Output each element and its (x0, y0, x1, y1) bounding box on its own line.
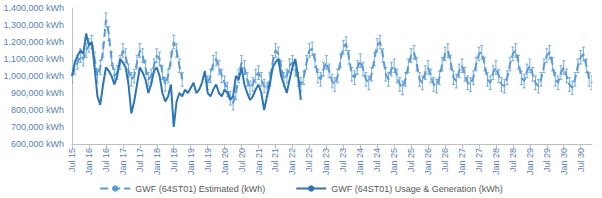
svg-text:Jul 27: Jul 27 (474, 148, 484, 172)
svg-text:Jul 24: Jul 24 (372, 148, 382, 172)
svg-text:GWF (64ST01) Usage & Generatio: GWF (64ST01) Usage & Generation (kWh) (331, 184, 503, 194)
svg-text:1,100,000 kWh: 1,100,000 kWh (3, 54, 64, 64)
svg-text:Jan 29: Jan 29 (525, 148, 535, 175)
svg-text:Jan 26: Jan 26 (423, 148, 433, 175)
svg-text:Jul 22: Jul 22 (304, 148, 314, 172)
svg-text:Jan 23: Jan 23 (321, 148, 331, 175)
svg-text:Jul 18: Jul 18 (169, 148, 179, 172)
svg-text:Jul 26: Jul 26 (440, 148, 450, 172)
svg-text:Jul 20: Jul 20 (237, 148, 247, 172)
svg-text:Jan 17: Jan 17 (118, 148, 128, 175)
svg-text:700,000 kWh: 700,000 kWh (11, 122, 64, 132)
svg-text:1,200,000 kWh: 1,200,000 kWh (3, 37, 64, 47)
svg-text:Jan 27: Jan 27 (457, 148, 467, 175)
svg-text:Jan 28: Jan 28 (491, 148, 501, 175)
svg-text:Jul 19: Jul 19 (203, 148, 213, 172)
svg-text:Jan 20: Jan 20 (220, 148, 230, 175)
svg-text:GWF (64ST01) Estimated (kWh): GWF (64ST01) Estimated (kWh) (135, 184, 265, 194)
svg-text:900,000 kWh: 900,000 kWh (11, 88, 64, 98)
svg-text:1,400,000 kWh: 1,400,000 kWh (3, 3, 64, 13)
svg-text:1,000,000 kWh: 1,000,000 kWh (3, 71, 64, 81)
svg-text:Jul 17: Jul 17 (135, 148, 145, 172)
svg-text:Jan 25: Jan 25 (389, 148, 399, 175)
svg-text:Jan 24: Jan 24 (355, 148, 365, 175)
svg-text:Jan 18: Jan 18 (152, 148, 162, 175)
svg-text:600,000 kWh: 600,000 kWh (11, 139, 64, 149)
svg-text:Jul 15: Jul 15 (67, 148, 77, 172)
svg-text:Jan 30: Jan 30 (559, 148, 569, 175)
svg-text:Jan 19: Jan 19 (186, 148, 196, 175)
svg-text:Jul 23: Jul 23 (338, 148, 348, 172)
svg-text:Jul 29: Jul 29 (542, 148, 552, 172)
svg-text:Jul 28: Jul 28 (508, 148, 518, 172)
svg-text:Jul 16: Jul 16 (101, 148, 111, 172)
svg-text:800,000 kWh: 800,000 kWh (11, 105, 64, 115)
svg-text:1,300,000 kWh: 1,300,000 kWh (3, 20, 64, 30)
svg-text:Jul 30: Jul 30 (576, 148, 586, 172)
svg-text:Jul 21: Jul 21 (270, 148, 280, 172)
svg-text:Jan 16: Jan 16 (84, 148, 94, 175)
svg-text:Jan 21: Jan 21 (254, 148, 264, 175)
svg-text:Jul 25: Jul 25 (406, 148, 416, 172)
svg-text:Jan 22: Jan 22 (287, 148, 297, 175)
